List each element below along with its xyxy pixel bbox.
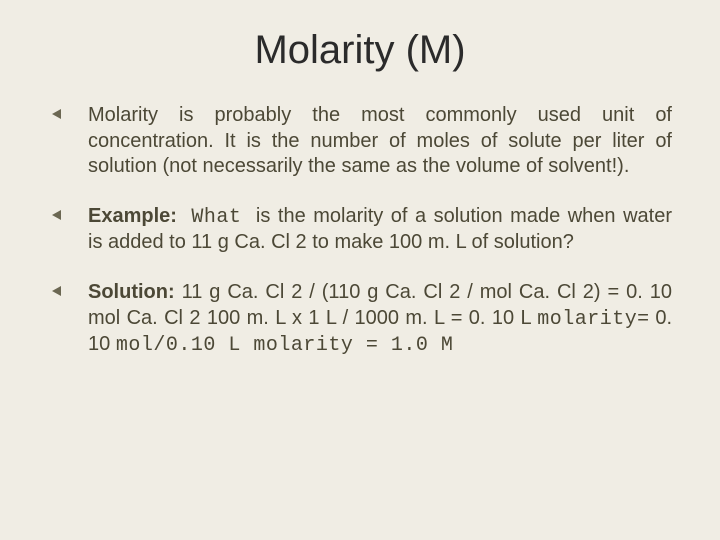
example-label: Example:: [88, 205, 177, 227]
slide-container: Molarity (M) Molarity is probably the mo…: [0, 0, 720, 540]
bullet-list: Molarity is probably the most commonly u…: [48, 103, 672, 359]
bullet-item-definition: Molarity is probably the most commonly u…: [48, 103, 672, 180]
example-mono-lead: What: [177, 206, 256, 229]
slide-title: Molarity (M): [48, 28, 672, 73]
bullet-text: Molarity is probably the most commonly u…: [88, 104, 672, 177]
bullet-item-example: Example: What is the molarity of a solut…: [48, 204, 672, 256]
solution-label: Solution:: [88, 281, 175, 303]
solution-mono2: mol/0.10 L molarity = 1.0 M: [116, 334, 454, 357]
bullet-item-solution: Solution: 11 g Ca. Cl 2 / (110 g Ca. Cl …: [48, 280, 672, 359]
solution-mono1: molarity: [537, 308, 637, 331]
